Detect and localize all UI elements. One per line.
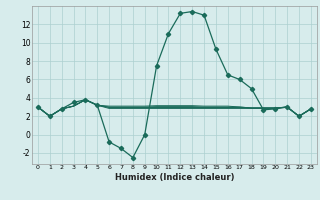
X-axis label: Humidex (Indice chaleur): Humidex (Indice chaleur): [115, 173, 234, 182]
